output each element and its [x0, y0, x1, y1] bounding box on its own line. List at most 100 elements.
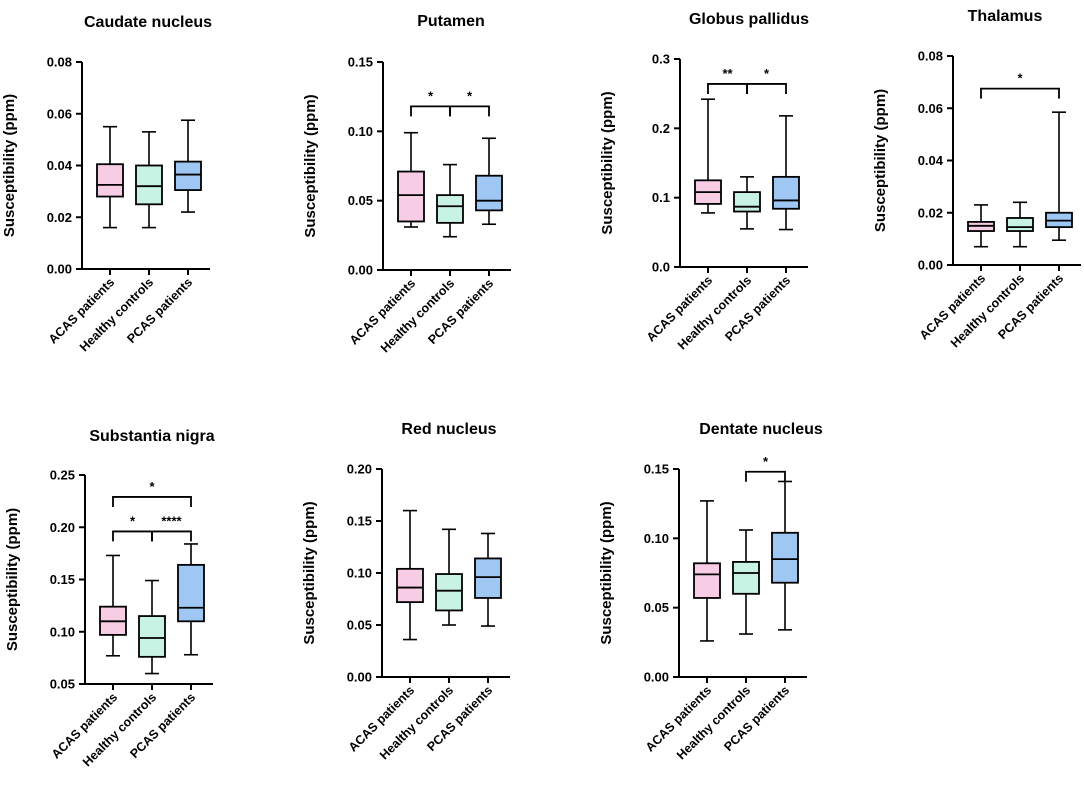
- significance-label: *: [149, 479, 155, 494]
- y-axis-label: Susceptibility (ppm): [1, 94, 18, 237]
- iqr-box: [135, 164, 163, 206]
- y-tick-label: 0.05: [348, 193, 373, 208]
- y-tick-label: 0.05: [50, 677, 75, 692]
- x-category-label: ACAS patients: [346, 683, 417, 754]
- iqr-box: [138, 615, 166, 658]
- box-plot-2: [732, 529, 760, 635]
- iqr-box: [397, 170, 425, 223]
- y-tick-label: 0.02: [918, 205, 943, 220]
- significance-label: ****: [161, 513, 182, 528]
- bracket-line: [151, 530, 192, 542]
- y-tick-label: 0.0: [652, 260, 670, 275]
- iqr-box: [772, 175, 800, 210]
- iqr-box: [396, 567, 424, 604]
- bracket-line: [449, 105, 490, 117]
- y-tick-label: 0.05: [644, 600, 669, 615]
- box-plot-1: [694, 98, 722, 214]
- y-tick-label: 0.06: [918, 101, 943, 116]
- y-tick-label: 0.08: [918, 49, 943, 64]
- y-tick-label: 0.00: [644, 670, 669, 685]
- significance-label: *: [428, 88, 434, 103]
- chart-panel: Dentate nucleus Susceptibility (ppm) 0.00 0…: [598, 421, 823, 762]
- chart-title: Substantia nigra: [89, 428, 214, 445]
- chart-title: Globus pallidus: [689, 11, 809, 28]
- y-axis-label: Susceptibility (ppm): [598, 501, 615, 644]
- y-tick-label: 0.08: [47, 55, 72, 70]
- y-tick-label: 0.20: [347, 462, 372, 477]
- iqr-box: [732, 561, 760, 595]
- bracket-line: [980, 87, 1060, 99]
- box-plot-3: [772, 115, 800, 231]
- y-tick-label: 0.1: [652, 190, 670, 205]
- bracket-line: [707, 83, 748, 94]
- y-tick-label: 0.20: [50, 520, 75, 535]
- significance-label: *: [1017, 71, 1023, 86]
- chart-panel: Putamen Susceptibility (ppm) 0.00 0.05 0.10 0…: [302, 13, 511, 355]
- y-tick-label: 0.06: [47, 106, 72, 121]
- box-plot-1: [396, 509, 424, 641]
- y-tick-label: 0.02: [47, 210, 72, 225]
- chart-panel: Caudate nucleus Susceptibility (ppm) 0.00 0…: [1, 14, 212, 354]
- y-tick-label: 0.05: [347, 618, 372, 633]
- x-category-label: ACAS patients: [917, 271, 988, 342]
- y-tick-label: 0.00: [347, 670, 372, 685]
- significance-label: *: [764, 66, 770, 81]
- bracket-line: [410, 105, 451, 117]
- significance-bracket: *: [745, 454, 786, 482]
- y-tick-label: 0.15: [348, 55, 373, 70]
- y-tick-label: 0.00: [348, 263, 373, 278]
- iqr-box: [436, 194, 464, 224]
- y-tick-label: 0.2: [652, 121, 670, 136]
- box-plot-1: [397, 131, 425, 228]
- y-axis-label: Susceptibility (ppm): [302, 94, 319, 237]
- box-plot-2: [1006, 201, 1034, 248]
- significance-bracket: *: [980, 71, 1060, 99]
- significance-label: *: [130, 513, 136, 528]
- y-axis-label: Susceptibility (ppm): [301, 501, 318, 644]
- significance-label: *: [467, 88, 473, 103]
- iqr-box: [177, 563, 205, 623]
- y-tick-label: 0.10: [348, 124, 373, 139]
- y-tick-label: 0.10: [347, 566, 372, 581]
- chart-panel: Thalamus Susceptibility (ppm) 0.00 0.02 0.04…: [872, 8, 1081, 350]
- x-category-label: ACAS patients: [644, 273, 715, 344]
- y-tick-label: 0.15: [50, 572, 75, 587]
- iqr-box: [96, 163, 124, 198]
- box-plot-2: [733, 176, 761, 230]
- iqr-box: [1006, 217, 1034, 232]
- bracket-line: [112, 496, 192, 507]
- significance-bracket: *: [746, 66, 787, 94]
- box-plot-3: [475, 137, 503, 226]
- chart-title: Red nucleus: [401, 421, 496, 438]
- bracket-line: [112, 530, 153, 542]
- x-category-label: ACAS patients: [643, 683, 714, 754]
- iqr-box: [475, 174, 503, 212]
- chart-panel: Globus pallidus Susceptibility (ppm) 0.0 0.…: [599, 11, 809, 352]
- y-tick-label: 0.3: [652, 52, 670, 67]
- bracket-line: [745, 470, 786, 482]
- chart-title: Caudate nucleus: [84, 14, 212, 31]
- y-tick-label: 0.04: [47, 158, 73, 173]
- y-tick-label: 0.25: [50, 468, 75, 483]
- box-plot-3: [177, 543, 205, 656]
- y-tick-label: 0.10: [644, 531, 669, 546]
- iqr-box: [771, 531, 799, 584]
- bracket-line: [746, 83, 787, 94]
- y-axis-label: Susceptibility (ppm): [599, 91, 616, 234]
- iqr-box: [693, 562, 721, 599]
- box-plot-2: [135, 131, 163, 229]
- box-plot-3: [174, 119, 202, 213]
- box-plot-2: [436, 163, 464, 238]
- significance-bracket: **: [707, 66, 748, 94]
- box-plot-1: [99, 554, 127, 657]
- iqr-box: [474, 557, 502, 599]
- significance-bracket: *: [112, 479, 192, 507]
- iqr-box: [435, 573, 463, 612]
- y-tick-label: 0.00: [47, 262, 72, 277]
- significance-bracket: *: [449, 88, 490, 117]
- y-tick-label: 0.15: [347, 514, 372, 529]
- y-axis-label: Susceptibility (ppm): [872, 89, 889, 232]
- box-plot-2: [138, 579, 166, 675]
- y-tick-label: 0.00: [918, 258, 943, 273]
